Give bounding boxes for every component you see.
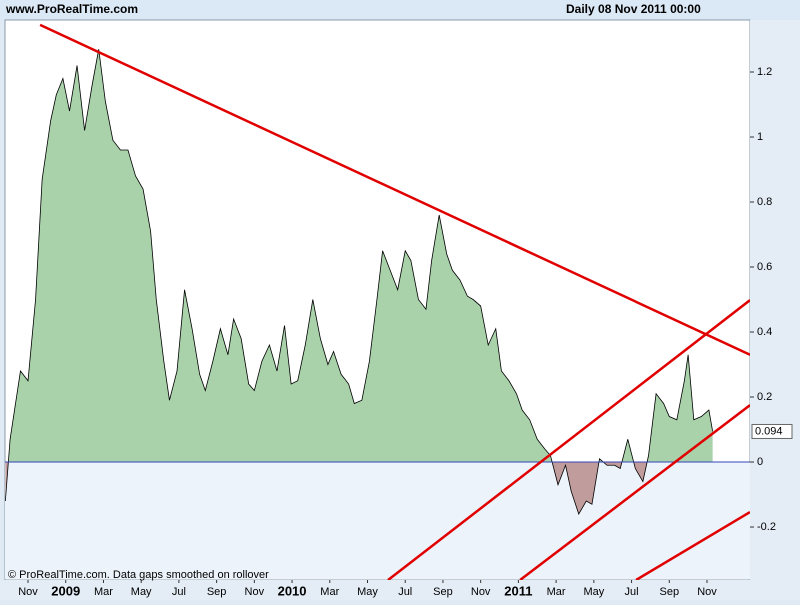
- x-tick-label: May: [357, 586, 378, 598]
- x-tick-label: Mar: [94, 586, 113, 598]
- x-tick-label: Sep: [659, 586, 679, 598]
- x-tick-label: 2009: [51, 583, 80, 598]
- x-tick-label: Mar: [547, 586, 566, 598]
- area-negative: [5, 462, 713, 515]
- x-tick-label: Nov: [245, 586, 265, 598]
- x-tick-label: Jul: [625, 586, 639, 598]
- trendline: [387, 299, 750, 580]
- x-tick-label: May: [583, 586, 604, 598]
- x-tick-label: Sep: [207, 586, 227, 598]
- line: [4, 49, 714, 515]
- area-positive: [8, 49, 713, 463]
- last-value-box: [751, 423, 793, 439]
- x-tick-label: Mar: [320, 586, 339, 598]
- trendline: [39, 23, 750, 356]
- x-tick-label: May: [131, 586, 152, 598]
- y-tick-label: 0.2: [757, 391, 772, 403]
- y-tick-label: 0.8: [757, 196, 772, 208]
- x-axis-strip: [0, 580, 800, 600]
- header-bar: [0, 0, 800, 20]
- x-tick-label: 2011: [504, 583, 532, 598]
- x-tick-label: Sep: [433, 586, 453, 598]
- y-tick-label: -0.2: [757, 521, 776, 533]
- y-tick-label: 0.6: [757, 261, 772, 273]
- x-tick-label: Nov: [471, 586, 491, 598]
- trendline: [519, 404, 750, 580]
- x-tick-label: 2010: [278, 583, 307, 598]
- footer-note: © ProRealTime.com. Data gaps smoothed on…: [8, 569, 269, 581]
- y-tick-label: 1: [757, 131, 763, 143]
- last-value-label: 0.094: [755, 425, 783, 437]
- x-tick-label: Nov: [18, 586, 38, 598]
- y-tick-label: 0.4: [757, 326, 772, 338]
- plot-area-below-zero: [5, 462, 750, 579]
- y-tick-label: 1.2: [757, 66, 772, 78]
- y-tick-label: 0: [757, 456, 763, 468]
- x-tick-label: Nov: [697, 586, 717, 598]
- y-axis-strip: [750, 20, 800, 580]
- period-info: Daily 08 Nov 2011 00:00: [566, 2, 701, 16]
- trendline: [635, 510, 750, 580]
- x-tick-label: Jul: [172, 586, 186, 598]
- site-name[interactable]: www.ProRealTime.com: [5, 2, 138, 16]
- x-tick-label: Jul: [398, 586, 412, 598]
